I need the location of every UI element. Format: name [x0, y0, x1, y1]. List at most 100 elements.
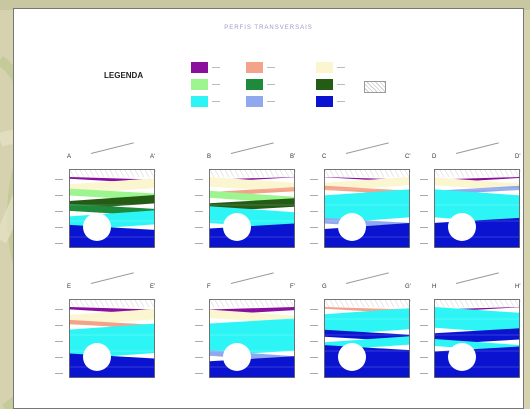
- legend-label-line: [337, 101, 345, 102]
- tunnel-circle: [338, 213, 366, 241]
- legend-swatch: [316, 79, 333, 90]
- tunnel-circle: [83, 343, 111, 371]
- elevation-tick: [420, 357, 428, 358]
- tunnel-circle: [83, 213, 111, 241]
- elevation-tick: [195, 195, 203, 196]
- elevation-tick: [310, 373, 318, 374]
- elevation-tick: [55, 357, 63, 358]
- elevation-tick: [420, 179, 428, 180]
- profile-end-label: E': [150, 284, 156, 290]
- profile-section: [209, 299, 296, 378]
- profile-section: [324, 299, 411, 378]
- elevation-tick: [310, 325, 318, 326]
- elevation-tick: [55, 243, 63, 244]
- profile-start-label: G: [322, 284, 327, 290]
- elevation-tick: [55, 211, 63, 212]
- profile-layer: [434, 217, 520, 248]
- legend-swatch: [316, 62, 333, 73]
- elevation-tick: [195, 373, 203, 374]
- profile-end-label: A': [150, 154, 156, 160]
- elevation-tick: [55, 325, 63, 326]
- profile-annotation-line: [90, 142, 134, 154]
- elevation-tick: [310, 227, 318, 228]
- elevation-tick: [310, 243, 318, 244]
- profile-layer: [434, 307, 520, 334]
- profile-section: [434, 299, 521, 378]
- profile-section: [69, 299, 156, 378]
- profile-start-label: C: [322, 154, 327, 160]
- profile-end-label: D': [515, 154, 521, 160]
- elevation-tick: [420, 227, 428, 228]
- profile-start-label: D: [432, 154, 437, 160]
- elevation-tick: [55, 195, 63, 196]
- profile-section: [69, 169, 156, 248]
- elevation-tick: [55, 179, 63, 180]
- profile-start-label: H: [432, 284, 437, 290]
- profile-start-label: A: [67, 154, 72, 160]
- profile-layer: [324, 189, 410, 224]
- elevation-tick: [195, 179, 203, 180]
- elevation-tick: [195, 341, 203, 342]
- profile-end-label: G': [405, 284, 411, 290]
- legend-label-line: [337, 67, 345, 68]
- elevation-tick: [420, 373, 428, 374]
- profile-start-label: B: [207, 154, 212, 160]
- elevation-tick: [310, 309, 318, 310]
- elevation-tick: [310, 195, 318, 196]
- elevation-tick: [310, 179, 318, 180]
- profile-end-label: F': [290, 284, 295, 290]
- legend-swatch: [191, 96, 208, 107]
- legend-swatch: [246, 96, 263, 107]
- legend-label-line: [212, 67, 220, 68]
- profile-layer: [434, 328, 520, 345]
- tunnel-circle: [223, 343, 251, 371]
- elevation-tick: [195, 211, 203, 212]
- profile-start-label: E: [67, 284, 72, 290]
- profile-layer: [324, 308, 410, 336]
- legend-label-line: [267, 67, 275, 68]
- profile-end-label: B': [290, 154, 296, 160]
- profile-section: [324, 169, 411, 248]
- profile-start-label: F: [207, 284, 211, 290]
- legend-swatch: [191, 62, 208, 73]
- elevation-tick: [195, 309, 203, 310]
- legend-label-line: [267, 84, 275, 85]
- elevation-tick: [195, 357, 203, 358]
- elevation-tick: [195, 325, 203, 326]
- legend-heading: LEGENDA: [104, 71, 144, 80]
- legend-label-line: [267, 101, 275, 102]
- elevation-tick: [195, 227, 203, 228]
- profile-end-label: H': [515, 284, 521, 290]
- elevation-tick: [310, 357, 318, 358]
- legend-swatch: [246, 79, 263, 90]
- profile-annotation-line: [345, 142, 389, 154]
- legend-hatch-swatch: [364, 81, 386, 93]
- elevation-tick: [420, 325, 428, 326]
- legend-label-line: [337, 84, 345, 85]
- tunnel-circle: [448, 343, 476, 371]
- elevation-tick: [55, 309, 63, 310]
- legend-swatch: [191, 79, 208, 90]
- elevation-tick: [195, 243, 203, 244]
- tunnel-circle: [448, 213, 476, 241]
- profile-annotation-line: [230, 142, 274, 154]
- profile-annotation-line: [455, 272, 499, 284]
- profile-layer: [209, 318, 295, 356]
- profile-annotation-line: [230, 272, 274, 284]
- tunnel-circle: [223, 213, 251, 241]
- profile-sheet: PERFIS TRANSVERSAIS LEGENDA A A' B B' C C' D D'…: [13, 8, 524, 409]
- elevation-tick: [420, 309, 428, 310]
- profile-layer: [69, 323, 155, 359]
- elevation-tick: [55, 227, 63, 228]
- profile-annotation-line: [455, 142, 499, 154]
- profile-section: [434, 169, 521, 248]
- legend-swatch: [246, 62, 263, 73]
- profile-annotation-line: [345, 272, 389, 284]
- elevation-tick: [420, 243, 428, 244]
- legend-label-line: [212, 84, 220, 85]
- elevation-tick: [310, 341, 318, 342]
- legend-label-line: [212, 101, 220, 102]
- profile-section: [209, 169, 296, 248]
- profile-annotation-line: [90, 272, 134, 284]
- elevation-tick: [420, 341, 428, 342]
